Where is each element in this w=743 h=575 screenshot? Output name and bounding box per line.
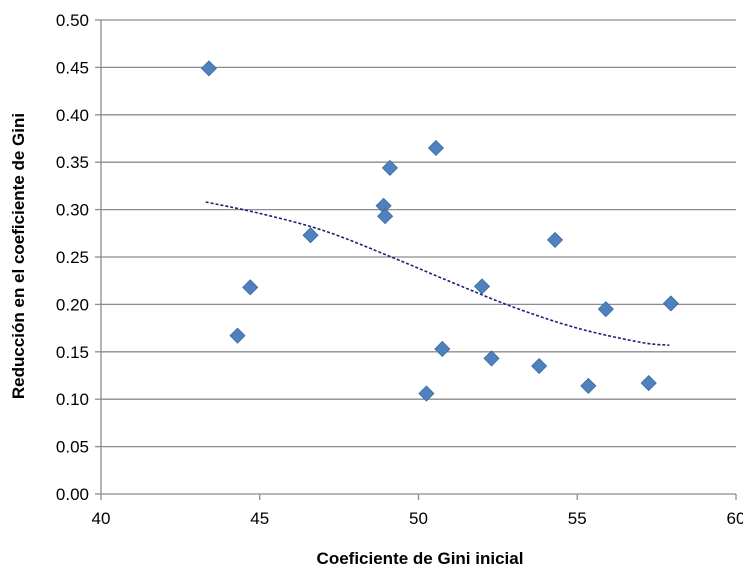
y-tick-labels: 0.00 0.05 0.10 0.15 0.20 0.25 0.30 0.35 0.40 0.45… — [56, 11, 89, 504]
gridlines — [101, 19, 736, 448]
x-tick-label: 60 — [727, 509, 743, 528]
data-points — [200, 60, 679, 402]
x-axis-title: Coeficiente de Gini inicial — [317, 549, 524, 568]
data-point — [531, 357, 548, 375]
y-axis-title: Reducción en el coeficiente de Gini — [9, 113, 28, 399]
y-tick-label: 0.20 — [56, 295, 89, 314]
data-point — [242, 279, 259, 296]
data-point — [418, 385, 435, 402]
y-tick-label: 0.40 — [56, 106, 89, 125]
x-tick-label: 50 — [409, 509, 428, 528]
data-point — [546, 231, 564, 249]
x-tick-labels: 40 45 50 55 60 — [92, 509, 743, 528]
data-point — [427, 139, 445, 157]
y-tick-label: 0.30 — [56, 201, 89, 220]
y-tick-label: 0.45 — [56, 58, 89, 77]
x-tick-label: 45 — [250, 509, 269, 528]
data-point — [473, 278, 491, 295]
data-point — [580, 377, 597, 394]
trendline-path — [205, 201, 670, 346]
data-point — [302, 227, 319, 244]
axes — [95, 19, 737, 500]
x-tick-label: 55 — [568, 509, 587, 528]
y-tick-label: 0.00 — [56, 485, 89, 504]
data-point — [200, 60, 218, 77]
data-point — [662, 295, 679, 312]
data-point — [640, 375, 657, 392]
trendline — [205, 201, 670, 346]
data-point — [434, 340, 451, 358]
y-tick-label: 0.15 — [56, 343, 89, 362]
data-point — [597, 301, 614, 318]
y-tick-label: 0.05 — [56, 438, 89, 457]
y-tick-label: 0.35 — [56, 153, 89, 172]
y-tick-label: 0.10 — [56, 390, 89, 409]
data-point — [229, 327, 246, 344]
y-tick-label: 0.50 — [56, 11, 89, 30]
data-point — [381, 159, 398, 176]
data-point — [377, 208, 394, 225]
data-point — [483, 350, 500, 367]
x-tick-label: 40 — [92, 509, 111, 528]
y-tick-label: 0.25 — [56, 248, 89, 267]
